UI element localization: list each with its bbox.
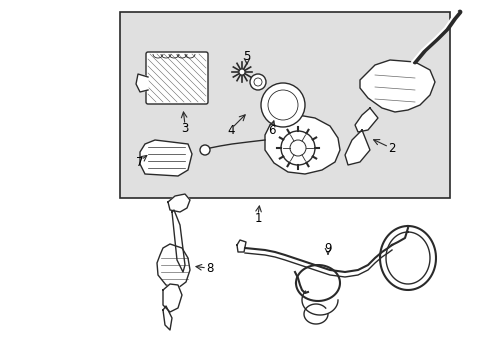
Circle shape <box>267 90 297 120</box>
FancyBboxPatch shape <box>146 52 207 104</box>
Bar <box>120 12 449 198</box>
Polygon shape <box>354 108 377 132</box>
Text: 5: 5 <box>243 49 250 63</box>
Polygon shape <box>264 115 339 174</box>
Text: 6: 6 <box>268 123 275 136</box>
Text: 9: 9 <box>324 242 331 255</box>
Polygon shape <box>168 194 190 212</box>
Text: 8: 8 <box>206 261 213 274</box>
Polygon shape <box>237 240 245 252</box>
Polygon shape <box>163 284 182 312</box>
Text: 1: 1 <box>254 211 261 225</box>
Text: 7: 7 <box>136 156 143 168</box>
Circle shape <box>200 145 209 155</box>
Text: 2: 2 <box>387 141 395 154</box>
Text: 3: 3 <box>181 122 188 135</box>
Circle shape <box>239 69 244 75</box>
Circle shape <box>253 78 262 86</box>
Circle shape <box>249 74 265 90</box>
Polygon shape <box>163 306 172 330</box>
Text: 4: 4 <box>227 123 234 136</box>
Polygon shape <box>140 140 192 176</box>
Polygon shape <box>157 244 190 288</box>
Polygon shape <box>359 60 434 112</box>
Polygon shape <box>136 74 148 92</box>
Circle shape <box>281 131 314 165</box>
Polygon shape <box>172 210 184 272</box>
Polygon shape <box>345 130 369 165</box>
Circle shape <box>261 83 305 127</box>
Circle shape <box>289 140 305 156</box>
